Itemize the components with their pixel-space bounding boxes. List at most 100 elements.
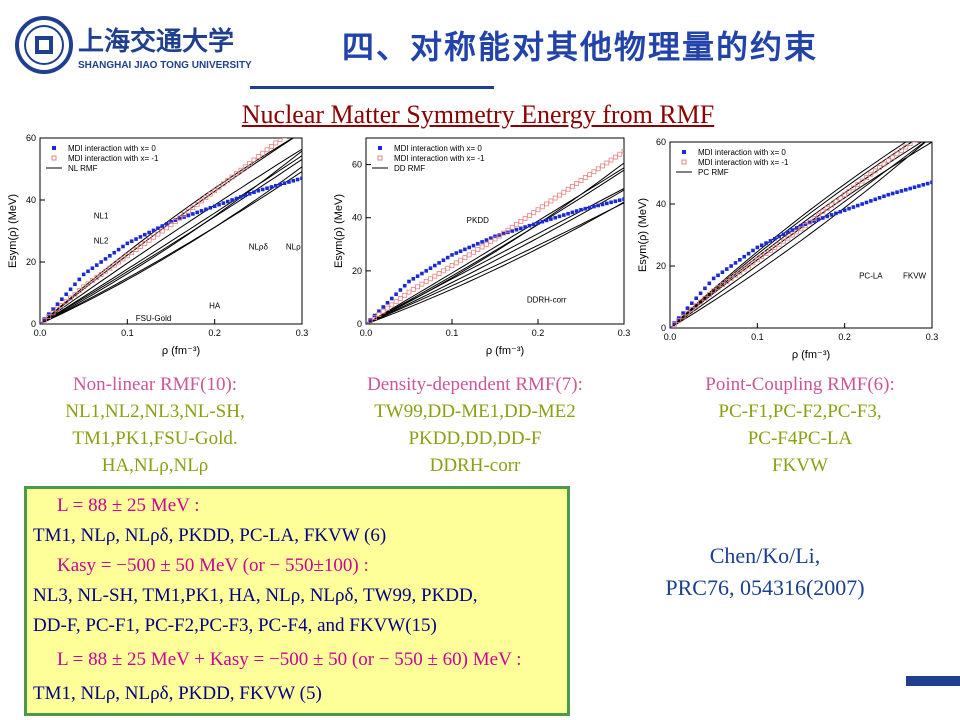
- mdi-x0-point: [877, 196, 882, 200]
- x-tick-label: 0.2: [838, 332, 851, 342]
- mdi-x0-point: [523, 225, 527, 229]
- mdi-xm1-point: [907, 142, 913, 146]
- mdi-xm1-point: [410, 287, 416, 292]
- mdi-x0-point: [527, 223, 532, 228]
- mdi-x0-point: [81, 272, 86, 277]
- mdi-xm1-point: [124, 253, 130, 259]
- mdi-x0-point: [151, 228, 156, 233]
- mdi-xm1-point: [255, 154, 261, 160]
- mdi-x0-point: [42, 317, 47, 321]
- mdi-x0-point: [738, 258, 742, 262]
- mdi-x0-point: [930, 180, 932, 185]
- footer-accent-bar: [906, 676, 960, 686]
- mdi-x0-point: [574, 209, 579, 213]
- mdi-xm1-point: [120, 256, 126, 262]
- mdi-xm1-point: [522, 216, 528, 221]
- mdi-x0-point: [807, 220, 812, 225]
- model-curve: [40, 171, 302, 324]
- mdi-x0-point: [519, 226, 523, 231]
- constraint-kasy: Kasy = −500 ± 50 MeV (or − 550±100) :: [57, 555, 369, 576]
- charts-area: 0.0 0.1 0.2 0.3 0 20 40 60 ρ (fm⁻³) Esym(ρ) (MeV)…: [7, 131, 938, 361]
- mdi-xm1-point: [142, 241, 148, 246]
- mdi-x0-point: [274, 183, 278, 188]
- mdi-x0-point: [759, 243, 764, 248]
- mdi-xm1-point: [557, 192, 562, 198]
- x-tick-label: 0.1: [121, 328, 134, 338]
- mdi-xm1-point: [750, 260, 756, 266]
- mdi-x0-point: [480, 240, 484, 244]
- mdi-x0-point: [287, 180, 291, 184]
- mdi-x0-point: [622, 197, 624, 201]
- mdi-xm1-point: [72, 291, 78, 297]
- mdi-x0-point: [579, 207, 583, 212]
- mdi-xm1-point: [406, 289, 412, 295]
- mdi-xm1-point: [720, 282, 725, 288]
- caption-pc-line3: FKVW: [772, 455, 828, 476]
- mdi-xm1-point: [514, 221, 519, 227]
- mdi-x0-point: [864, 200, 869, 205]
- mdi-xm1-point: [376, 312, 382, 317]
- legend-label: MDI interaction with x= -1: [68, 154, 159, 163]
- mdi-xm1-point: [159, 228, 165, 234]
- legend-label: MDI interaction with x= -1: [394, 154, 485, 163]
- mdi-xm1-point: [449, 263, 455, 268]
- mdi-x0-point: [295, 177, 300, 182]
- mdi-xm1-point: [768, 248, 773, 253]
- mdi-xm1-point: [859, 178, 865, 184]
- annotation-label: DDRH-corr: [527, 296, 567, 305]
- mdi-xm1-point: [505, 227, 511, 233]
- mdi-xm1-point: [129, 250, 135, 256]
- mdi-xm1-point: [794, 229, 800, 235]
- mdi-xm1-point: [535, 207, 541, 213]
- mdi-x0-point: [676, 316, 681, 320]
- mdi-x0-point: [553, 215, 557, 220]
- title-divider: [250, 86, 494, 89]
- mdi-x0-point: [890, 191, 895, 196]
- x-tick-label: 0.0: [664, 332, 677, 342]
- mdi-xm1-point: [483, 241, 489, 247]
- mdi-xm1-point: [466, 252, 472, 258]
- mdi-x0-point: [208, 205, 213, 210]
- mdi-x0-point: [544, 218, 549, 223]
- mdi-x0-point: [592, 204, 596, 209]
- mdi-x0-point: [596, 203, 600, 208]
- annotation-label: FKVW: [903, 271, 927, 280]
- mdi-x0-point: [415, 274, 420, 278]
- model-curve: [366, 202, 624, 324]
- mdi-x0-point: [368, 317, 373, 322]
- mdi-xm1-point: [287, 131, 291, 135]
- university-logo: 上海交通大学 SHANGHAI JIAO TONG UNIVERSITY: [14, 14, 254, 76]
- mdi-x0-point: [103, 257, 108, 261]
- mdi-x0-point: [230, 198, 234, 202]
- x-axis-label: ρ (fm⁻³): [162, 345, 200, 357]
- mdi-xm1-point: [587, 172, 592, 178]
- mdi-xm1-point: [199, 198, 204, 204]
- legend-label: MDI interaction with x= 0: [394, 144, 482, 153]
- mdi-xm1-point: [367, 318, 373, 324]
- x-tick-label: 0.0: [360, 328, 373, 338]
- mdi-xm1-point: [548, 198, 554, 204]
- mdi-xm1-point: [531, 210, 537, 216]
- mdi-xm1-point: [212, 188, 218, 194]
- mdi-x0-point: [234, 196, 239, 201]
- mdi-x0-point: [256, 188, 261, 193]
- mdi-x0-point: [160, 224, 165, 228]
- annotation-label: HA: [209, 302, 221, 311]
- mdi-x0-point: [855, 203, 860, 208]
- mdi-xm1-point: [903, 144, 909, 150]
- mdi-xm1-point: [763, 251, 769, 256]
- mdi-xm1-point: [582, 175, 588, 180]
- university-name-cn: 上海交通大学: [78, 26, 234, 56]
- slide-title: 四、对称能对其他物理量的约束: [341, 28, 818, 66]
- mdi-xm1-point: [488, 239, 494, 245]
- mdi-xm1-point: [428, 276, 433, 282]
- mdi-xm1-point: [402, 292, 408, 298]
- y-tick-label: 60: [26, 133, 36, 143]
- mdi-xm1-point: [600, 163, 605, 169]
- mdi-x0-point: [77, 277, 82, 282]
- mdi-x0-point: [433, 263, 437, 268]
- constraint-l: L = 88 ± 25 MeV :: [57, 495, 200, 516]
- mdi-x0-point: [685, 306, 690, 310]
